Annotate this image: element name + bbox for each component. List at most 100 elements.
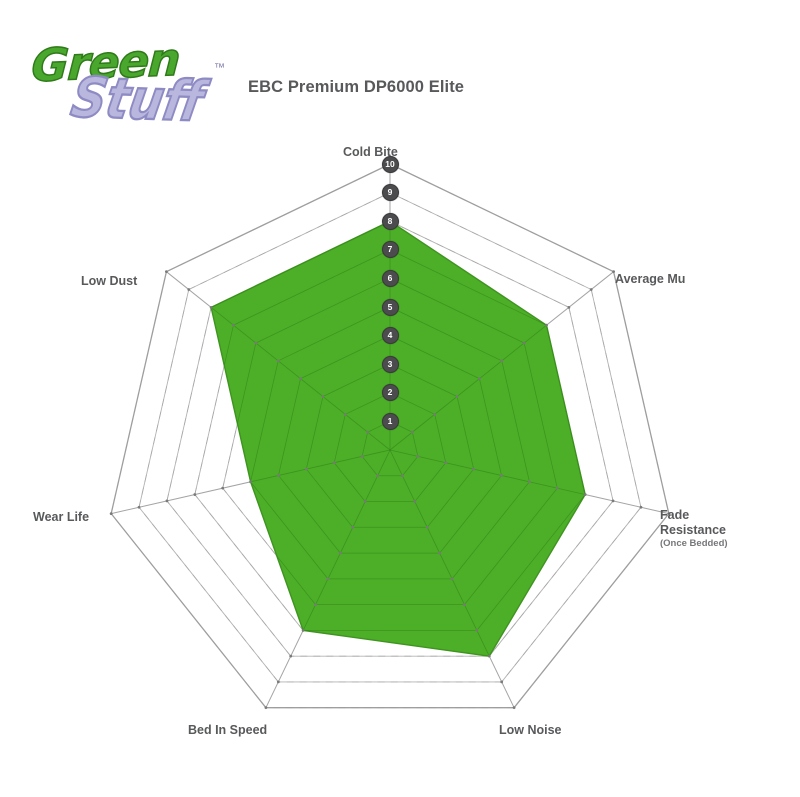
grid-vertex-dot	[376, 474, 379, 478]
inner-grid-ring-5	[250, 306, 530, 580]
grid-vertex-dot	[254, 341, 258, 345]
grid-vertex-dot	[289, 654, 293, 658]
grid-vertex-dot	[612, 270, 615, 274]
grid-vertex-dot	[639, 505, 643, 509]
grid-vertex-dot	[109, 512, 113, 516]
grid-vertex-dot	[366, 430, 370, 434]
grid-vertex-dot	[232, 323, 235, 327]
fade-resistance-line3: (Once Bedded)	[660, 537, 728, 549]
grid-dash-1-9	[590, 289, 642, 508]
grid-vertex-dot	[455, 395, 459, 398]
scale-tick-4: 4	[381, 327, 399, 345]
scale-tick-1: 1	[381, 412, 399, 430]
scale-tick-10: 10	[381, 155, 399, 173]
grid-vertex-dot	[187, 288, 191, 291]
grid-vertex-dot	[304, 467, 308, 471]
grid-dash-0-10	[389, 163, 614, 273]
grid-vertex-dot	[413, 500, 417, 503]
axis-label-fade-resistance: Fade Resistance (Once Bedded)	[660, 508, 728, 549]
grid-vertex-dot	[351, 525, 355, 529]
axis-label-bed-in-speed: Bed In Speed	[188, 723, 268, 737]
scale-tick-9: 9	[381, 184, 399, 202]
grid-vertex-dot	[444, 461, 448, 465]
grid-dash-5-10	[110, 271, 167, 514]
scale-tick-3: 3	[381, 355, 399, 373]
radar-vertex-markers	[109, 162, 671, 710]
inner-grid-ring-4	[278, 335, 502, 554]
page-title: EBC Premium DP6000 Elite	[248, 78, 465, 96]
inner-grid-ring-2	[333, 392, 447, 502]
scale-tick-6: 6	[381, 269, 399, 287]
grid-vertex-dot	[589, 288, 593, 291]
grid-ring-8	[166, 220, 614, 657]
grid-vertex-dot	[276, 359, 280, 363]
axis-label-low-dust: Low Dust	[81, 274, 138, 288]
grid-vertex-dot	[343, 412, 347, 416]
grid-vertex-dot	[326, 577, 330, 581]
grid-vertex-dot	[667, 512, 671, 516]
grid-vertex-dot	[276, 680, 280, 684]
axis-label-wear-life: Wear Life	[33, 510, 90, 524]
inner-grid-ring-3	[305, 363, 475, 528]
grid-vertex-dot	[478, 377, 481, 381]
axis-label-average-mu: Average Mu	[615, 272, 686, 286]
grid-vertex-dot	[249, 480, 252, 484]
grid-dash-4-7	[194, 494, 304, 631]
scale-tick-8: 8	[381, 212, 399, 230]
grid-vertex-dot	[500, 474, 503, 477]
grid-vertex-dot	[611, 499, 615, 503]
grid-vertex-dot	[165, 499, 169, 503]
grid-dash-1-10	[613, 271, 670, 514]
scale-tick-2: 2	[381, 384, 399, 402]
fade-resistance-line1: Fade	[660, 508, 690, 522]
grid-dash-2-9	[501, 507, 642, 683]
grid-vertex-dot	[209, 305, 213, 309]
inner-grid-ring-1	[361, 420, 419, 477]
grid-vertex-dot	[137, 505, 141, 509]
series-polygon-0	[210, 220, 586, 657]
grid-dash-0-9	[389, 192, 592, 290]
grid-vertex-dot	[314, 603, 317, 607]
grid-dash-6-9	[188, 192, 391, 290]
scale-tick-7: 7	[381, 241, 399, 259]
grid-vertex-dot	[277, 474, 280, 477]
grid-vertex-dot	[475, 628, 479, 632]
grid-vertex-dot	[401, 474, 404, 478]
grid-vertex-dot	[487, 654, 491, 658]
grid-dash-5-9	[138, 289, 190, 508]
grid-vertex-dot	[463, 603, 466, 607]
axis-label-cold-bite: Cold Bite	[343, 145, 398, 159]
grid-vertex-dot	[555, 486, 559, 490]
grid-vertex-dot	[165, 270, 168, 274]
grid-vertex-dot	[545, 323, 548, 327]
grid-vertex-dot	[360, 454, 364, 458]
grid-vertex-dot	[332, 461, 336, 465]
grid-vertex-dot	[363, 500, 367, 503]
grid-vertex-dot	[472, 467, 476, 471]
grid-vertex-dot	[193, 493, 197, 496]
grid-vertex-dot	[425, 525, 429, 529]
grid-vertex-dot	[416, 454, 420, 458]
grid-vertex-dot	[567, 305, 571, 309]
grid-vertex-dot	[500, 680, 504, 684]
grid-vertex-dot	[433, 412, 437, 416]
grid-vertex-dot	[301, 628, 305, 632]
grid-dash-4-10	[110, 513, 267, 708]
grid-vertex-dot	[321, 395, 325, 398]
grid-vertex-dot	[410, 430, 414, 434]
grid-dash-6-10	[166, 163, 391, 273]
fade-resistance-line2: Resistance	[660, 522, 727, 537]
grid-vertex-dot	[583, 493, 587, 496]
grid-vertex-dot	[438, 551, 442, 555]
grid-dash-4-9	[138, 507, 279, 683]
scale-tick-5: 5	[381, 298, 399, 316]
grid-vertex-dot	[450, 577, 454, 581]
grid-vertex-dot	[264, 706, 268, 710]
grid-vertex-dot	[522, 341, 526, 345]
inner-grid-ring-6	[222, 277, 558, 605]
grid-vertex-dot	[512, 706, 516, 710]
grid-vertex-dot	[500, 359, 504, 363]
grid-vertex-dot	[299, 377, 302, 381]
